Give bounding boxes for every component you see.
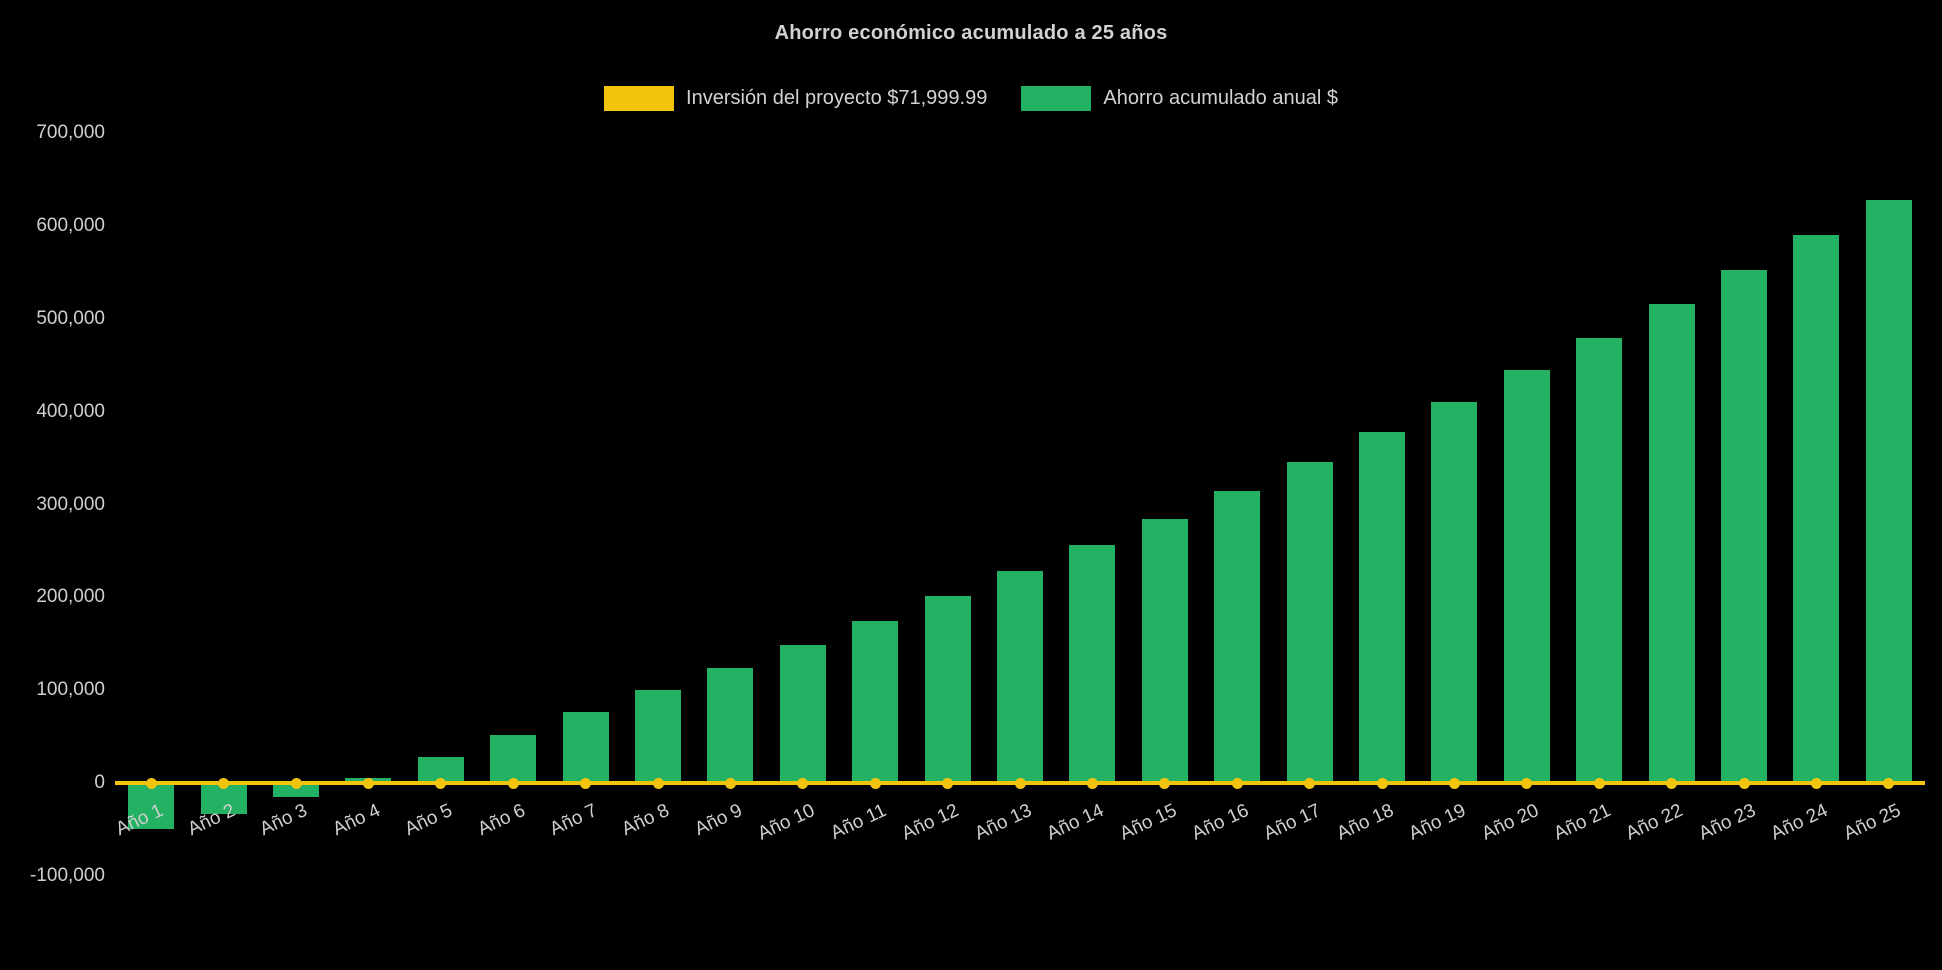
investment-point-año-18[interactable] (1376, 777, 1388, 789)
x-tick-label-año-17: Año 17 (1261, 800, 1325, 845)
investment-point-año-22[interactable] (1666, 777, 1678, 789)
bar-año-9[interactable] (707, 667, 754, 783)
y-tick-label: 500,000 (36, 308, 105, 329)
investment-point-año-10[interactable] (797, 777, 809, 789)
legend-label-investment: Inversión del proyecto $71,999.99 (686, 87, 988, 109)
investment-point-año-16[interactable] (1231, 777, 1243, 789)
x-tick-label-año-21: Año 21 (1550, 800, 1615, 845)
x-tick-label-año-24: Año 24 (1767, 800, 1832, 845)
x-tick-label-año-16: Año 16 (1188, 800, 1253, 845)
legend-item-investment[interactable]: Inversión del proyecto $71,999.99 (604, 86, 987, 111)
bar-año-23[interactable] (1721, 269, 1767, 783)
investment-point-año-3[interactable] (290, 777, 302, 789)
legend-item-savings[interactable]: Ahorro acumulado anual $ (1021, 86, 1338, 111)
bar-año-17[interactable] (1286, 461, 1333, 783)
bar-año-15[interactable] (1141, 518, 1188, 783)
x-tick-label-año-14: Año 14 (1043, 800, 1108, 845)
x-tick-label-año-18: Año 18 (1333, 800, 1397, 845)
x-tick-label-año-12: Año 12 (899, 800, 963, 845)
y-tick-label: 200,000 (36, 586, 105, 608)
x-tick-label-año-8: Año 8 (618, 800, 673, 841)
x-tick-label-año-25: Año 25 (1840, 800, 1904, 845)
x-tick-label-año-11: Año 11 (827, 800, 891, 844)
bar-año-7[interactable] (562, 712, 609, 783)
investment-point-año-9[interactable] (724, 777, 736, 789)
investment-point-año-17[interactable] (1304, 777, 1316, 789)
x-tick-label-año-5: Año 5 (401, 800, 456, 841)
y-tick-label: 0 (94, 772, 105, 793)
bar-año-1[interactable] (128, 783, 175, 830)
y-tick-label: 400,000 (36, 400, 105, 422)
bar-año-20[interactable] (1503, 370, 1550, 783)
bar-año-25[interactable] (1865, 200, 1912, 783)
investment-point-año-11[interactable] (869, 777, 881, 789)
bar-año-10[interactable] (779, 644, 826, 783)
x-tick-label-año-10: Año 10 (754, 800, 818, 845)
bar-año-8[interactable] (635, 690, 681, 783)
investment-point-año-24[interactable] (1810, 777, 1822, 789)
y-tick-label: 700,000 (36, 122, 105, 144)
x-tick-label-año-20: Año 20 (1478, 800, 1542, 845)
bar-año-22[interactable] (1648, 304, 1695, 783)
investment-point-año-25[interactable] (1883, 777, 1895, 789)
investment-point-año-14[interactable] (1086, 777, 1098, 789)
legend-label-savings: Ahorro acumulado anual $ (1103, 87, 1338, 109)
x-tick-label-año-6: Año 6 (474, 800, 529, 841)
x-tick-label-año-15: Año 15 (1116, 800, 1180, 845)
chart-title: Ahorro económico acumulado a 25 años (774, 22, 1168, 44)
x-tick-label-año-19: Año 19 (1405, 800, 1470, 845)
investment-point-año-7[interactable] (580, 777, 592, 789)
investment-point-año-15[interactable] (1159, 777, 1171, 789)
investment-point-año-6[interactable] (507, 777, 519, 789)
x-tick-label-año-3: Año 3 (256, 800, 311, 841)
bar-año-21[interactable] (1576, 337, 1623, 783)
investment-point-año-21[interactable] (1593, 777, 1605, 789)
y-tick-label: 600,000 (36, 215, 105, 237)
x-tick-label-año-4: Año 4 (329, 800, 384, 841)
legend-swatch-savings-icon (1021, 86, 1092, 111)
bar-año-24[interactable] (1793, 235, 1840, 783)
y-tick-label: 300,000 (36, 493, 105, 515)
x-tick-label-año-9: Año 9 (691, 800, 746, 841)
x-tick-label-año-22: Año 22 (1623, 800, 1687, 845)
investment-point-año-4[interactable] (362, 777, 374, 789)
investment-point-año-13[interactable] (1014, 777, 1026, 789)
investment-point-año-19[interactable] (1448, 777, 1460, 789)
y-tick-label: 100,000 (36, 679, 105, 701)
x-tick-label-año-7: Año 7 (546, 800, 601, 841)
investment-point-año-20[interactable] (1521, 777, 1533, 789)
bar-año-19[interactable] (1431, 401, 1478, 783)
x-tick-label-año-13: Año 13 (971, 800, 1035, 845)
bar-año-16[interactable] (1214, 490, 1261, 783)
investment-point-año-12[interactable] (942, 777, 954, 789)
bar-año-13[interactable] (997, 571, 1043, 783)
legend-swatch-investment-icon (604, 86, 675, 111)
bar-año-11[interactable] (852, 620, 899, 783)
investment-point-año-5[interactable] (435, 777, 447, 789)
investment-point-año-2[interactable] (218, 777, 230, 789)
legend: Inversión del proyecto $71,999.99 Ahorro… (0, 86, 1942, 111)
x-tick-label-año-23: Año 23 (1695, 800, 1759, 845)
bar-año-6[interactable] (490, 734, 537, 783)
bar-año-12[interactable] (924, 596, 971, 783)
y-tick-label: -100,000 (29, 864, 105, 886)
bar-año-14[interactable] (1069, 545, 1116, 783)
bar-año-3[interactable] (273, 783, 319, 797)
bar-año-18[interactable] (1359, 432, 1405, 783)
investment-point-año-1[interactable] (145, 777, 157, 789)
investment-point-año-8[interactable] (652, 777, 664, 789)
investment-point-año-23[interactable] (1738, 777, 1750, 789)
